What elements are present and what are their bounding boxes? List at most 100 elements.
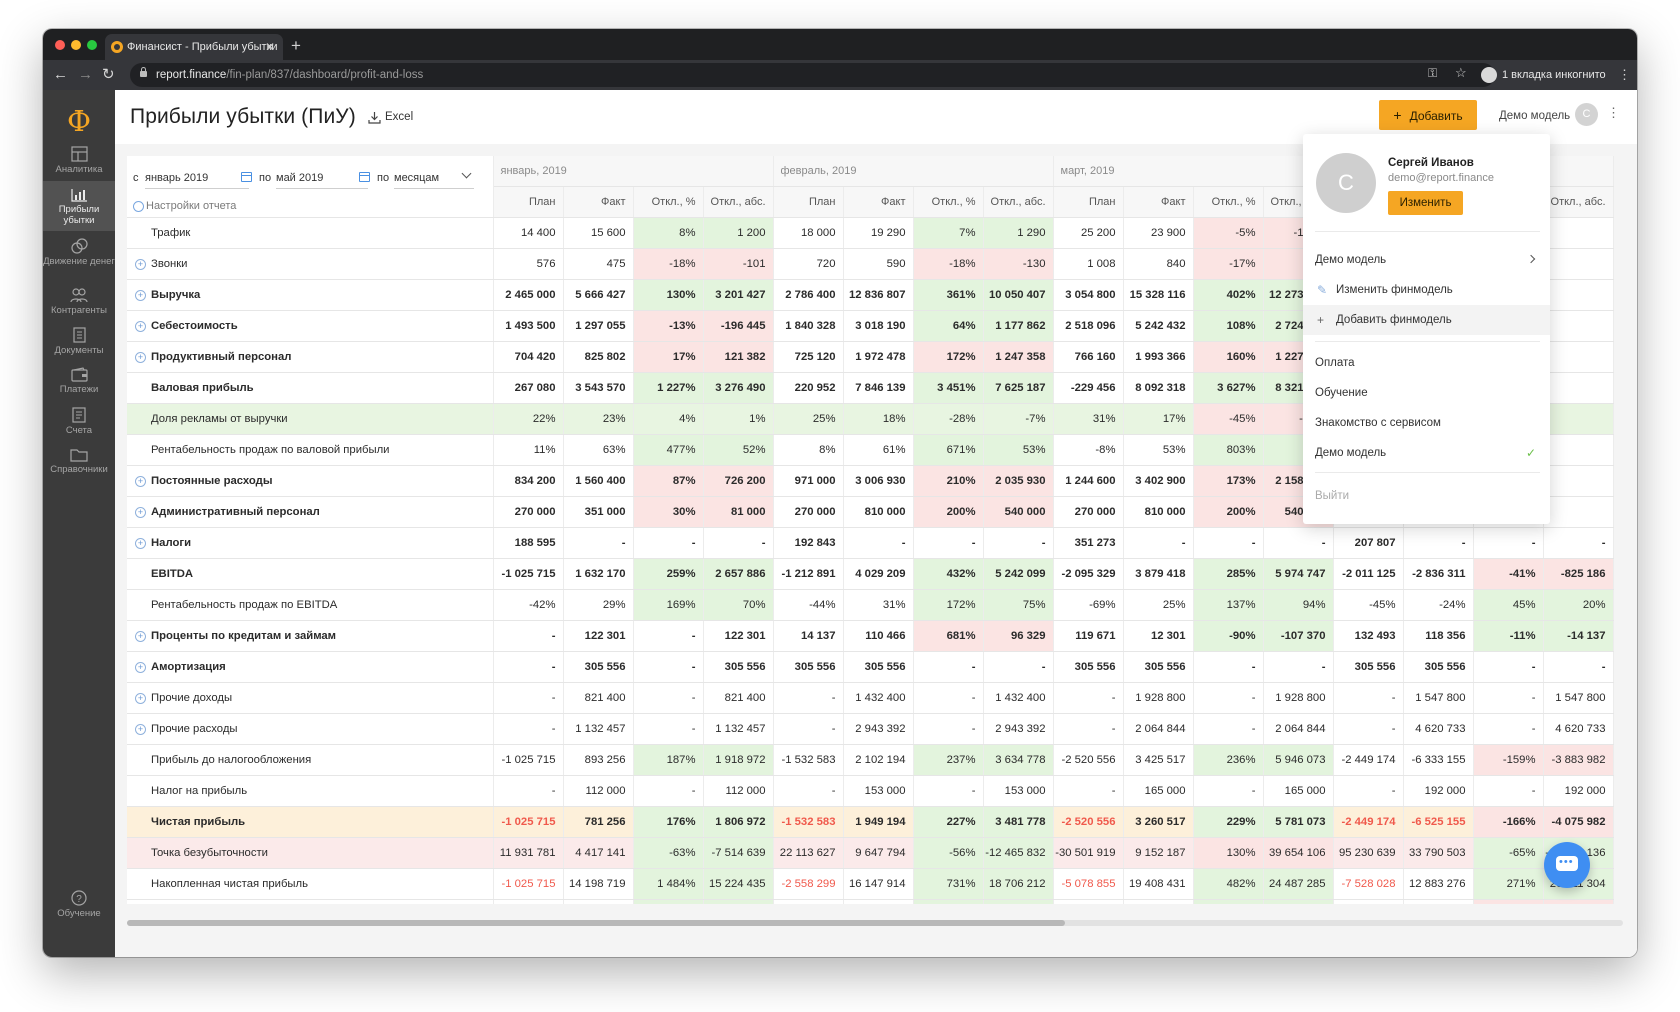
table-cell[interactable]: - [633,527,704,559]
table-cell[interactable]: - [1333,713,1404,745]
table-cell[interactable]: 1 290 [983,217,1054,249]
table-cell[interactable]: 2 064 844 [1263,713,1334,745]
table-cell[interactable]: 187% [633,744,704,776]
table-cell[interactable]: 671% [913,434,984,466]
table-cell[interactable]: 9 152 187 [1123,837,1194,869]
table-cell[interactable] [1543,217,1614,249]
table-cell[interactable]: - [633,775,704,807]
table-cell[interactable]: 25% [1123,589,1194,621]
table-cell[interactable]: 2 465 000 [493,279,564,311]
table-cell[interactable]: 1 928 800 [1263,682,1334,714]
table-cell[interactable]: 305 556 [1123,651,1194,683]
table-cell[interactable]: 39 654 106 [1263,837,1334,869]
row-label[interactable]: + Амортизация [127,651,494,683]
table-cell[interactable]: -8% [1053,434,1124,466]
table-cell[interactable]: 4 620 733 [1543,713,1614,745]
table-cell[interactable]: - [493,682,564,714]
table-cell[interactable]: 2 943 392 [983,713,1054,745]
table-cell[interactable]: 7% [913,217,984,249]
table-cell[interactable]: - [1053,682,1124,714]
table-cell[interactable]: 305 556 [1053,651,1124,683]
table-cell[interactable]: 7 846 139 [843,372,914,404]
table-cell[interactable]: -45% [1193,403,1264,435]
horizontal-scrollbar[interactable] [127,920,1623,926]
table-cell[interactable]: 14 400 [493,217,564,249]
table-cell[interactable]: 192 000 [1403,775,1474,807]
table-cell[interactable]: 200% [913,496,984,528]
table-cell[interactable]: 63% [563,434,634,466]
table-cell[interactable]: 121 382 [703,341,774,373]
column-header[interactable]: Факт [843,186,914,218]
table-cell[interactable]: 207 807 [1333,527,1404,559]
table-cell[interactable]: -7 514 639 [703,837,774,869]
table-cell[interactable]: - [913,713,984,745]
tab-close-icon[interactable]: ✕ [264,40,275,54]
table-cell[interactable]: 10 050 407 [983,279,1054,311]
table-cell[interactable]: 128% [913,899,984,904]
new-tab-button[interactable]: + [291,36,301,55]
row-label[interactable]: + Административный персонал [127,496,494,528]
table-cell[interactable]: 160% [1193,341,1264,373]
table-cell[interactable]: 681% [913,620,984,652]
table-cell[interactable]: 1 806 972 [703,806,774,838]
table-cell[interactable]: - [493,651,564,683]
table-cell[interactable]: - [773,713,844,745]
table-cell[interactable]: -42% [493,899,564,904]
table-cell[interactable]: 8% [633,217,704,249]
bookmark-star-icon[interactable]: ☆ [1455,65,1467,80]
sidebar-item-money-flow[interactable]: Движение денег [43,238,115,280]
table-cell[interactable]: 20% [1543,589,1614,621]
table-cell[interactable]: - [1193,713,1264,745]
table-cell[interactable]: - [913,682,984,714]
table-cell[interactable]: 53% [983,434,1054,466]
table-cell[interactable]: 119 671 [1053,620,1124,652]
expand-icon[interactable]: + [135,506,146,518]
table-cell[interactable]: 893 256 [563,744,634,776]
table-cell[interactable]: 15 224 435 [703,868,774,900]
table-cell[interactable]: 11 931 781 [493,837,564,869]
table-cell[interactable]: - [633,620,704,652]
table-cell[interactable]: 270 000 [773,496,844,528]
table-cell[interactable]: - [1263,527,1334,559]
table-cell[interactable]: -42% [493,589,564,621]
table-cell[interactable] [1543,496,1614,528]
table-cell[interactable]: 227% [913,806,984,838]
table-cell[interactable]: -56% [913,837,984,869]
table-cell[interactable]: -2 836 311 [1403,558,1474,590]
table-cell[interactable]: 351 273 [1053,527,1124,559]
table-cell[interactable]: - [493,713,564,745]
table-cell[interactable]: 305 556 [1403,651,1474,683]
expand-icon[interactable]: + [135,537,146,549]
table-cell[interactable]: -12 465 832 [983,837,1054,869]
table-cell[interactable]: 5 781 073 [1263,806,1334,838]
table-cell[interactable]: -4 075 982 [1543,806,1614,838]
table-cell[interactable]: - [1473,651,1544,683]
table-cell[interactable]: 1% [703,403,774,435]
table-cell[interactable]: -13% [633,310,704,342]
column-header[interactable]: План [773,186,844,218]
table-cell[interactable] [1543,403,1614,435]
table-cell[interactable]: 132 493 [1333,620,1404,652]
key-icon[interactable]: ⚿ [1428,66,1438,80]
table-cell[interactable]: -28% [913,403,984,435]
table-cell[interactable]: 720 [773,248,844,280]
table-cell[interactable]: 130% [1193,837,1264,869]
table-cell[interactable]: 12 301 [1123,620,1194,652]
table-cell[interactable]: 17% [633,341,704,373]
table-cell[interactable]: 8% [773,434,844,466]
menu-item-intro[interactable]: Знакомство с сервисом [1315,417,1441,429]
table-cell[interactable]: -83% [1053,899,1124,904]
table-cell[interactable]: 122 301 [703,620,774,652]
table-cell[interactable]: -69% [1053,589,1124,621]
table-cell[interactable]: 810 000 [843,496,914,528]
table-cell[interactable]: -11% [1473,620,1544,652]
table-cell[interactable]: 1 132 457 [703,713,774,745]
table-cell[interactable]: 200% [1193,496,1264,528]
table-cell[interactable]: 825 802 [563,341,634,373]
table-cell[interactable] [1543,310,1614,342]
table-cell[interactable]: - [633,651,704,683]
app-logo[interactable]: Ф [66,104,92,138]
table-cell[interactable]: 81 000 [703,496,774,528]
table-cell[interactable]: -196 445 [703,310,774,342]
expand-icon[interactable]: + [135,661,146,673]
